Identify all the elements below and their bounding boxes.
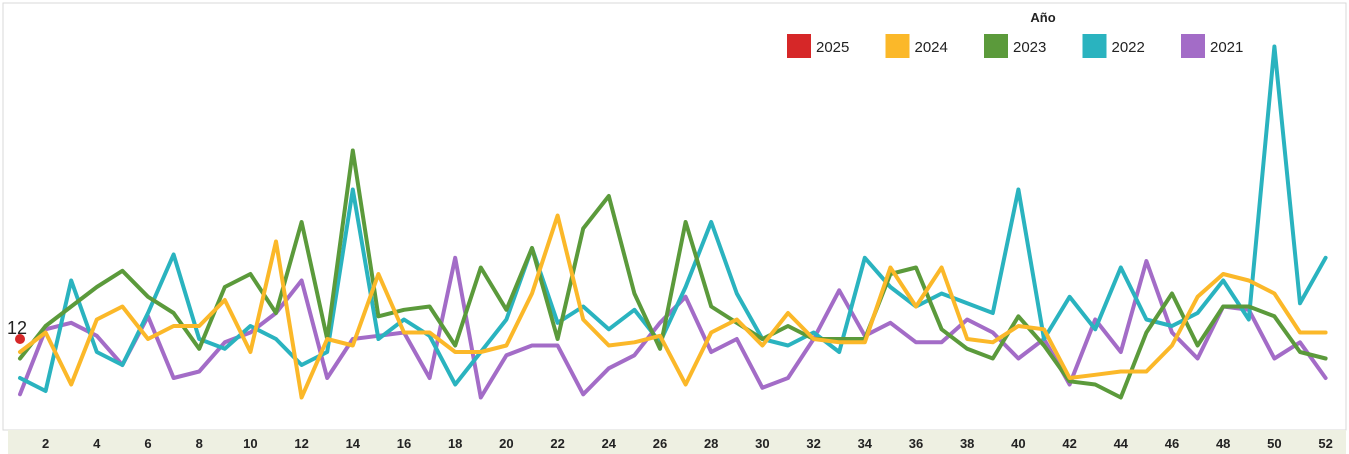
x-tick-label: 12 xyxy=(294,436,308,451)
plot-area-frame xyxy=(2,2,1347,431)
x-tick-label: 34 xyxy=(858,436,873,451)
x-tick-label: 18 xyxy=(448,436,462,451)
legend-swatch-2024 xyxy=(885,34,910,58)
x-tick-label: 44 xyxy=(1114,436,1129,451)
x-tick-label: 32 xyxy=(806,436,820,451)
x-axis-ticks: 2 4 6 8 10 12 14 16 18 20 22 24 26 28 30 32 34 36 38 40 42 44… xyxy=(42,436,1333,451)
x-tick-label: 38 xyxy=(960,436,974,451)
x-tick-label: 4 xyxy=(93,436,101,451)
x-tick-label: 40 xyxy=(1011,436,1025,451)
x-tick-label: 50 xyxy=(1267,436,1281,451)
x-tick-label: 24 xyxy=(602,436,617,451)
legend-label-2021: 2021 xyxy=(1210,39,1243,56)
x-tick-label: 46 xyxy=(1165,436,1179,451)
x-tick-label: 14 xyxy=(346,436,361,451)
legend-label-2025: 2025 xyxy=(816,39,849,56)
legend: Año 2025 2024 2023 2022 2021 xyxy=(787,10,1243,58)
series-line-2022 xyxy=(18,44,1328,393)
legend-title: Año xyxy=(1030,10,1055,25)
series-point-2025 xyxy=(15,334,25,344)
x-tick-label: 42 xyxy=(1062,436,1076,451)
x-tick-label: 22 xyxy=(550,436,564,451)
x-tick-label: 8 xyxy=(196,436,203,451)
legend-swatch-2022 xyxy=(1082,34,1107,58)
legend-swatch-2025 xyxy=(787,34,811,58)
legend-label-2024: 2024 xyxy=(915,39,948,56)
series-layer xyxy=(15,44,1328,400)
x-tick-label: 6 xyxy=(144,436,151,451)
legend-label-2022: 2022 xyxy=(1112,39,1145,56)
x-tick-label: 36 xyxy=(909,436,923,451)
x-tick-label: 48 xyxy=(1216,436,1230,451)
x-tick-label: 2 xyxy=(42,436,49,451)
x-tick-label: 16 xyxy=(397,436,411,451)
data-label-2025: 12 xyxy=(7,318,27,338)
series-line-2024 xyxy=(18,213,1328,400)
x-tick-label: 28 xyxy=(704,436,718,451)
x-tick-label: 26 xyxy=(653,436,667,451)
x-tick-label: 52 xyxy=(1318,436,1332,451)
x-tick-label: 20 xyxy=(499,436,513,451)
legend-label-2023: 2023 xyxy=(1013,39,1046,56)
series-line-2023 xyxy=(18,148,1328,400)
data-labels: 12 xyxy=(7,318,27,338)
x-tick-label: 10 xyxy=(243,436,257,451)
legend-swatch-2021 xyxy=(1181,34,1205,58)
x-axis-band xyxy=(8,430,1346,454)
x-tick-label: 30 xyxy=(755,436,769,451)
legend-swatch-2023 xyxy=(984,34,1008,58)
